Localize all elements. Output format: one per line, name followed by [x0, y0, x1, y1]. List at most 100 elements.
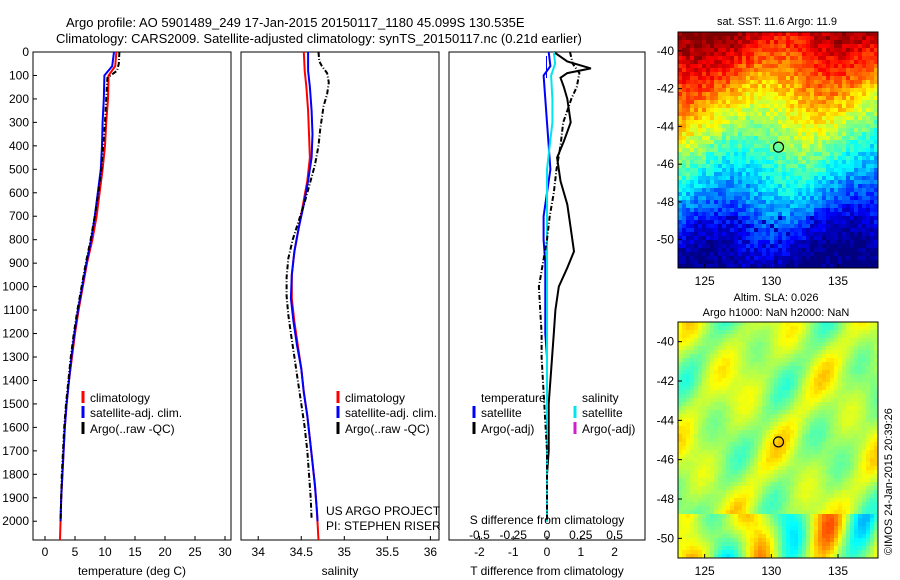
- map-cell: [858, 398, 863, 403]
- map-cell: [814, 152, 819, 157]
- map-cell: [842, 32, 847, 37]
- map-cell: [806, 140, 811, 145]
- map-cell: [822, 52, 827, 57]
- map-cell: [866, 248, 871, 253]
- map-cell: [774, 354, 779, 359]
- map-cell: [682, 236, 687, 241]
- map-cell: [822, 200, 827, 205]
- map-cell: [834, 180, 839, 185]
- map-cell: [730, 422, 735, 427]
- map-cell: [782, 176, 787, 181]
- map-cell: [706, 346, 711, 351]
- map-cell: [770, 418, 775, 423]
- map-cell: [854, 120, 859, 125]
- map-cell: [690, 96, 695, 101]
- map-cell: [846, 260, 851, 265]
- map-cell: [830, 228, 835, 233]
- map-cell: [742, 402, 747, 407]
- map-cell: [778, 80, 783, 85]
- map-cell: [710, 244, 715, 249]
- map-cell: [710, 56, 715, 61]
- map-cell: [698, 156, 703, 161]
- map-cell: [778, 200, 783, 205]
- map-cell: [782, 144, 787, 149]
- map-cell: [850, 108, 855, 113]
- map-cell: [854, 390, 859, 395]
- map-cell: [686, 248, 691, 253]
- map-cell: [842, 52, 847, 57]
- map-cell: [858, 462, 863, 467]
- difference-xtick-label: 2: [611, 545, 618, 559]
- map-cell: [766, 40, 771, 45]
- map-cell: [758, 48, 763, 53]
- map-cell: [782, 370, 787, 375]
- map-cell: [806, 256, 811, 261]
- map-cell: [734, 168, 739, 173]
- map-cell: [870, 184, 875, 189]
- map-cell: [686, 454, 691, 459]
- map-cell: [874, 112, 879, 117]
- map-cell: [782, 172, 787, 177]
- map-cell: [766, 76, 771, 81]
- map-cell: [726, 124, 731, 129]
- map-cell: [702, 188, 707, 193]
- map-cell: [762, 370, 767, 375]
- map-cell: [714, 176, 719, 181]
- map-cell: [722, 192, 727, 197]
- map-cell: [690, 458, 695, 463]
- map-cell: [718, 32, 723, 37]
- map-cell: [686, 40, 691, 45]
- map-cell: [842, 140, 847, 145]
- map-cell: [782, 358, 787, 363]
- map-cell: [842, 378, 847, 383]
- map-cell: [758, 228, 763, 233]
- map-cell: [710, 450, 715, 455]
- map-cell: [814, 414, 819, 419]
- map-cell: [758, 140, 763, 145]
- map-cell: [714, 326, 719, 331]
- map-cell: [694, 450, 699, 455]
- map-cell: [726, 418, 731, 423]
- map-cell: [786, 338, 791, 343]
- map-cell: [718, 36, 723, 41]
- map-cell: [746, 398, 751, 403]
- map-cell: [870, 192, 875, 197]
- map-cell: [862, 36, 867, 41]
- map-cell: [750, 362, 755, 367]
- map-cell: [858, 244, 863, 249]
- map-cell: [778, 342, 783, 347]
- map-cell: [754, 458, 759, 463]
- map-cell: [842, 350, 847, 355]
- map-cell: [682, 264, 687, 269]
- map-cell: [834, 426, 839, 431]
- map-cell: [818, 184, 823, 189]
- map-cell: [866, 160, 871, 165]
- map-cell: [750, 80, 755, 85]
- map-cell: [770, 96, 775, 101]
- map-cell: [718, 362, 723, 367]
- map-cell: [846, 342, 851, 347]
- map-cell: [834, 68, 839, 73]
- map-cell: [686, 418, 691, 423]
- map-cell: [782, 248, 787, 253]
- map-cell: [874, 378, 879, 383]
- map-cell: [702, 88, 707, 93]
- map-cell: [702, 430, 707, 435]
- map-cell: [698, 240, 703, 245]
- map-cell: [702, 410, 707, 415]
- map-cell: [718, 422, 723, 427]
- map-cell: [742, 434, 747, 439]
- map-cell: [810, 128, 815, 133]
- map-cell: [874, 148, 879, 153]
- map-cell: [770, 180, 775, 185]
- map-cell: [742, 44, 747, 49]
- map-cell: [722, 56, 727, 61]
- map-cell: [790, 398, 795, 403]
- map-cell: [870, 212, 875, 217]
- map-cell: [818, 422, 823, 427]
- map-cell: [734, 248, 739, 253]
- map-cell: [694, 192, 699, 197]
- map-cell: [810, 366, 815, 371]
- map-cell: [738, 382, 743, 387]
- map-cell: [730, 244, 735, 249]
